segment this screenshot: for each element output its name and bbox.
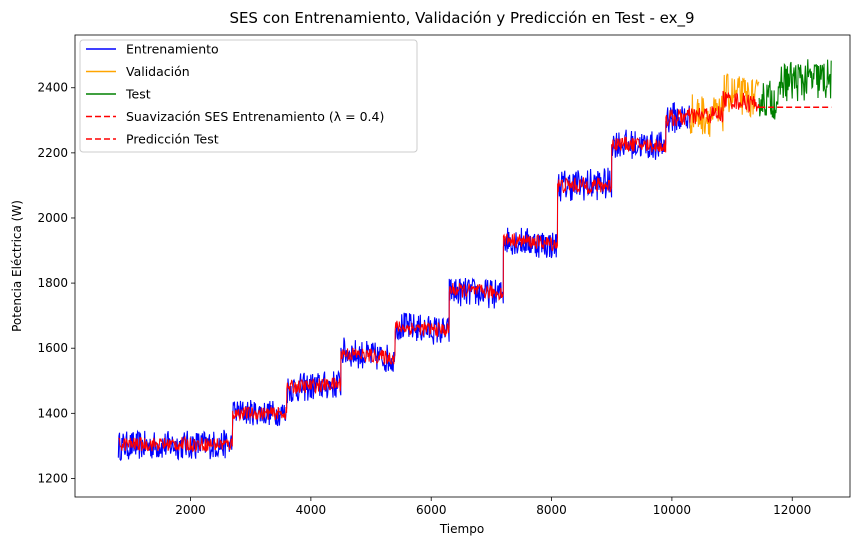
- legend: Entrenamiento Validación Test Suavización S…: [79, 39, 418, 153]
- y-tick-label: 1600: [37, 341, 68, 355]
- x-tick-label: 8000: [536, 503, 567, 517]
- x-tick-label: 12000: [773, 503, 811, 517]
- y-axis-title: Potencia Eléctrica (W): [10, 200, 24, 332]
- legend-label: Predicción Test: [126, 132, 219, 147]
- legend-label: Suavización SES Entrenamiento (λ = 0.4): [126, 109, 384, 124]
- x-tick-label: 6000: [416, 503, 447, 517]
- y-tick-label: 1200: [37, 471, 68, 485]
- y-tick-label: 2000: [37, 211, 68, 225]
- chart-title: SES con Entrenamiento, Validación y Pred…: [229, 9, 694, 28]
- legend-label: Test: [125, 87, 151, 102]
- series-line: [689, 73, 760, 137]
- x-tick-label: 10000: [653, 503, 691, 517]
- series-line: [118, 90, 760, 453]
- plot-frame: [74, 34, 851, 498]
- plot-area: [117, 59, 832, 462]
- y-tick-label: 1400: [37, 406, 68, 420]
- legend-label: Entrenamiento: [126, 42, 219, 57]
- y-tick-label: 2200: [37, 146, 68, 160]
- y-tick-label: 1800: [37, 276, 68, 290]
- x-tick-label: 2000: [175, 503, 206, 517]
- x-tick-label: 4000: [296, 503, 327, 517]
- series-line: [758, 59, 832, 120]
- axis-ticks: 2000 4000 6000 8000 10000 12000 1200 1400 1600 18…: [37, 81, 811, 517]
- legend-frame: [79, 39, 418, 153]
- x-axis-title: Tiempo: [439, 522, 484, 536]
- y-tick-label: 2400: [37, 81, 68, 95]
- legend-label: Validación: [126, 64, 190, 79]
